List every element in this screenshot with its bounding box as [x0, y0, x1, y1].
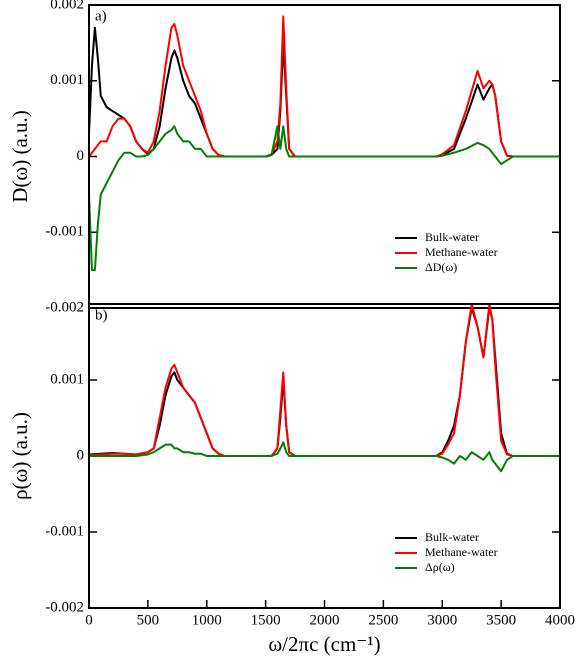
- x-tick-label: 4000: [545, 612, 575, 628]
- panel-label: b): [95, 307, 108, 323]
- x-tick-label: 1500: [251, 612, 281, 628]
- legend-label: Methane-water: [425, 545, 498, 559]
- series-line: [88, 125, 560, 272]
- y-tick-label: -0.002: [45, 599, 84, 615]
- y-tick-label: -0.001: [45, 523, 84, 539]
- legend-label: Bulk-water: [425, 230, 479, 244]
- y-tick-label: 0.001: [50, 371, 84, 387]
- y-tick-label: 0: [77, 148, 85, 164]
- legend-label: ΔD(ω): [425, 260, 457, 274]
- series-line: [88, 303, 560, 457]
- y-tick-label: 0: [77, 447, 85, 463]
- x-tick-label: 2000: [310, 612, 340, 628]
- x-tick-label: 3000: [427, 612, 457, 628]
- legend-label: Δρ(ω): [425, 560, 455, 574]
- x-tick-label: 3500: [486, 612, 516, 628]
- x-tick-label: 1000: [192, 612, 222, 628]
- series-line: [88, 15, 560, 158]
- plot-frame: [88, 4, 561, 309]
- x-tick-label: 0: [85, 612, 93, 628]
- y-axis-label: ρ(ω) (a.u.): [8, 412, 32, 500]
- y-axis-label: D(ω) (a.u.): [8, 110, 32, 203]
- series-line: [88, 26, 560, 158]
- y-tick-label: -0.001: [45, 224, 84, 240]
- x-tick-label: 2500: [368, 612, 398, 628]
- legend-label: Methane-water: [425, 245, 498, 259]
- y-tick-label: 0.002: [50, 0, 84, 12]
- legend-label: Bulk-water: [425, 530, 479, 544]
- plot-frame: [88, 303, 561, 609]
- y-tick-label: 0.001: [50, 72, 84, 88]
- x-tick-label: 500: [137, 612, 160, 628]
- panel-label: a): [95, 8, 107, 24]
- series-line: [89, 441, 560, 473]
- y-tick-label: -0.002: [45, 299, 84, 315]
- x-axis-label: ω/2πc (cm⁻¹): [268, 632, 380, 656]
- series-line: [88, 306, 560, 457]
